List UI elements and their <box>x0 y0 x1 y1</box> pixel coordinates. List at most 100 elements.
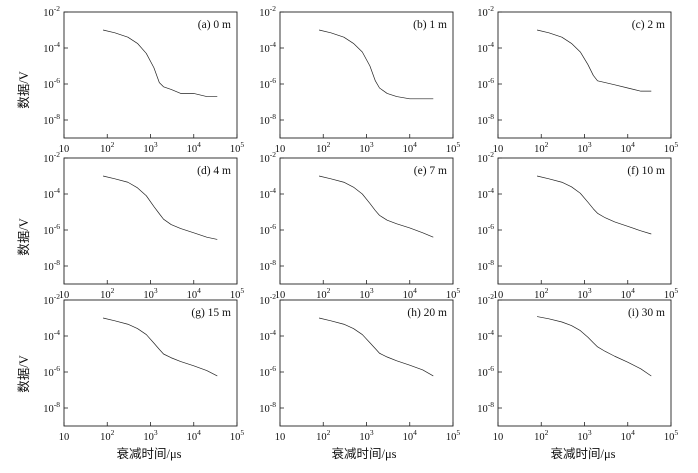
x-tick-label: 105 <box>664 286 679 301</box>
series-line <box>536 29 652 92</box>
panel-label: (f) 10 m <box>627 165 665 177</box>
x-tick-label: 104 <box>187 286 202 301</box>
x-tick-label: 104 <box>403 140 418 155</box>
x-tick-label: 102 <box>534 286 549 301</box>
x-tick-label: 104 <box>403 286 418 301</box>
series-line <box>102 175 218 240</box>
y-tick-label: 10-2 <box>477 292 494 307</box>
x-tick-label: 104 <box>621 428 636 443</box>
y-tick-label: 10-6 <box>259 76 276 91</box>
x-tick-label: 105 <box>446 428 461 443</box>
y-tick-label: 10-4 <box>43 186 60 201</box>
y-tick-label: 10-8 <box>259 258 276 273</box>
x-tick-label: 103 <box>359 428 374 443</box>
y-tick-label: 10-2 <box>259 4 276 19</box>
y-tick-label: 10-8 <box>477 112 494 127</box>
y-tick-label: 10-6 <box>477 76 494 91</box>
x-tick-label: 103 <box>359 286 374 301</box>
chart-panel: 10 102 103 104 105 10-2 10-4 10-6 10-8 (a) 0 m <box>43 4 244 155</box>
x-tick-label: 102 <box>316 286 331 301</box>
y-tick-label: 10-2 <box>43 150 60 165</box>
x-tick-label: 105 <box>446 140 461 155</box>
x-tick-label: 104 <box>403 428 418 443</box>
y-tick-label: 10-4 <box>43 40 60 55</box>
y-tick-label: 10-2 <box>259 150 276 165</box>
series-line <box>102 29 218 97</box>
x-tick-label: 102 <box>100 140 115 155</box>
y-tick-label: 10-2 <box>477 4 494 19</box>
panel-label: (g) 15 m <box>191 307 231 319</box>
x-tick-label: 102 <box>100 286 115 301</box>
chart-panel: 10 102 103 104 105 10-2 10-4 10-6 10-8 (c) 2 m <box>477 4 678 155</box>
y-tick-label: 10-4 <box>43 328 60 343</box>
y-tick-label: 10-6 <box>43 76 60 91</box>
x-axis-title-col2: 衰减时间/μs <box>331 446 396 461</box>
x-tick-label: 103 <box>143 140 158 155</box>
panel-label: (a) 0 m <box>198 19 231 31</box>
chart-panel: 10 102 103 104 105 10-2 10-4 10-6 10-8 (d) 4 m <box>43 150 244 301</box>
x-axis-title-col1: 衰减时间/μs <box>116 446 181 461</box>
y-tick-label: 10-6 <box>43 364 60 379</box>
x-tick-label: 103 <box>577 286 592 301</box>
panel-label: (i) 30 m <box>628 307 665 319</box>
y-tick-label: 10-6 <box>259 222 276 237</box>
series-line <box>318 29 434 100</box>
x-tick-label: 10 <box>275 290 286 301</box>
y-tick-label: 10-8 <box>259 400 276 415</box>
chart-panel: 10 102 103 104 105 10-2 10-4 10-6 10-8 (g) 15 m <box>43 292 244 443</box>
panel-label: (b) 1 m <box>413 19 447 31</box>
panel-label: (e) 7 m <box>414 165 447 177</box>
series-line <box>102 317 218 377</box>
y-tick-label: 10-4 <box>477 186 494 201</box>
x-tick-label: 10 <box>59 432 70 443</box>
series-line <box>536 175 652 235</box>
x-tick-label: 102 <box>316 140 331 155</box>
y-tick-label: 10-4 <box>259 40 276 55</box>
panel-label: (d) 4 m <box>197 165 231 177</box>
x-tick-label: 104 <box>621 286 636 301</box>
x-axis-titles: 衰减时间/μs 衰减时间/μs 衰减时间/μs <box>116 446 615 461</box>
y-axis-title-row1: 数据/V <box>16 71 31 109</box>
y-tick-label: 10-8 <box>43 112 60 127</box>
x-tick-label: 103 <box>143 428 158 443</box>
y-tick-label: 10-6 <box>43 222 60 237</box>
y-tick-label: 10-6 <box>259 364 276 379</box>
x-tick-label: 104 <box>187 428 202 443</box>
x-tick-label: 10 <box>493 144 504 155</box>
y-axis-title-row3: 数据/V <box>16 355 31 393</box>
series-line <box>318 317 434 377</box>
y-tick-label: 10-2 <box>43 4 60 19</box>
x-tick-label: 105 <box>664 140 679 155</box>
chart-panel: 10 102 103 104 105 10-2 10-4 10-6 10-8 (e) 7 m <box>259 150 460 301</box>
x-tick-label: 104 <box>187 140 202 155</box>
x-tick-label: 10 <box>275 144 286 155</box>
x-tick-label: 10 <box>59 290 70 301</box>
x-tick-label: 102 <box>100 428 115 443</box>
x-tick-label: 103 <box>577 428 592 443</box>
y-tick-label: 10-4 <box>477 328 494 343</box>
x-tick-label: 105 <box>230 428 245 443</box>
y-tick-label: 10-8 <box>43 258 60 273</box>
y-tick-label: 10-4 <box>477 40 494 55</box>
x-tick-label: 104 <box>621 140 636 155</box>
y-tick-label: 10-8 <box>43 400 60 415</box>
x-tick-label: 10 <box>275 432 286 443</box>
y-tick-label: 10-4 <box>259 186 276 201</box>
chart-panel: 10 102 103 104 105 10-2 10-4 10-6 10-8 (f) 10 m <box>477 150 678 301</box>
chart-panel: 10 102 103 104 105 10-2 10-4 10-6 10-8 (h) 20 m <box>259 292 460 443</box>
x-tick-label: 102 <box>534 140 549 155</box>
x-axis-title-col3: 衰减时间/μs <box>550 446 615 461</box>
y-tick-label: 10-6 <box>477 222 494 237</box>
chart-panel: 10 102 103 104 105 10-2 10-4 10-6 10-8 (i) 30 m <box>477 292 678 443</box>
y-tick-label: 10-2 <box>259 292 276 307</box>
y-tick-label: 10-8 <box>259 112 276 127</box>
x-tick-label: 105 <box>664 428 679 443</box>
x-tick-label: 102 <box>316 428 331 443</box>
x-tick-label: 105 <box>230 140 245 155</box>
panel-label: (h) 20 m <box>407 307 447 319</box>
x-tick-label: 10 <box>493 290 504 301</box>
y-tick-label: 10-8 <box>477 258 494 273</box>
x-tick-label: 102 <box>534 428 549 443</box>
